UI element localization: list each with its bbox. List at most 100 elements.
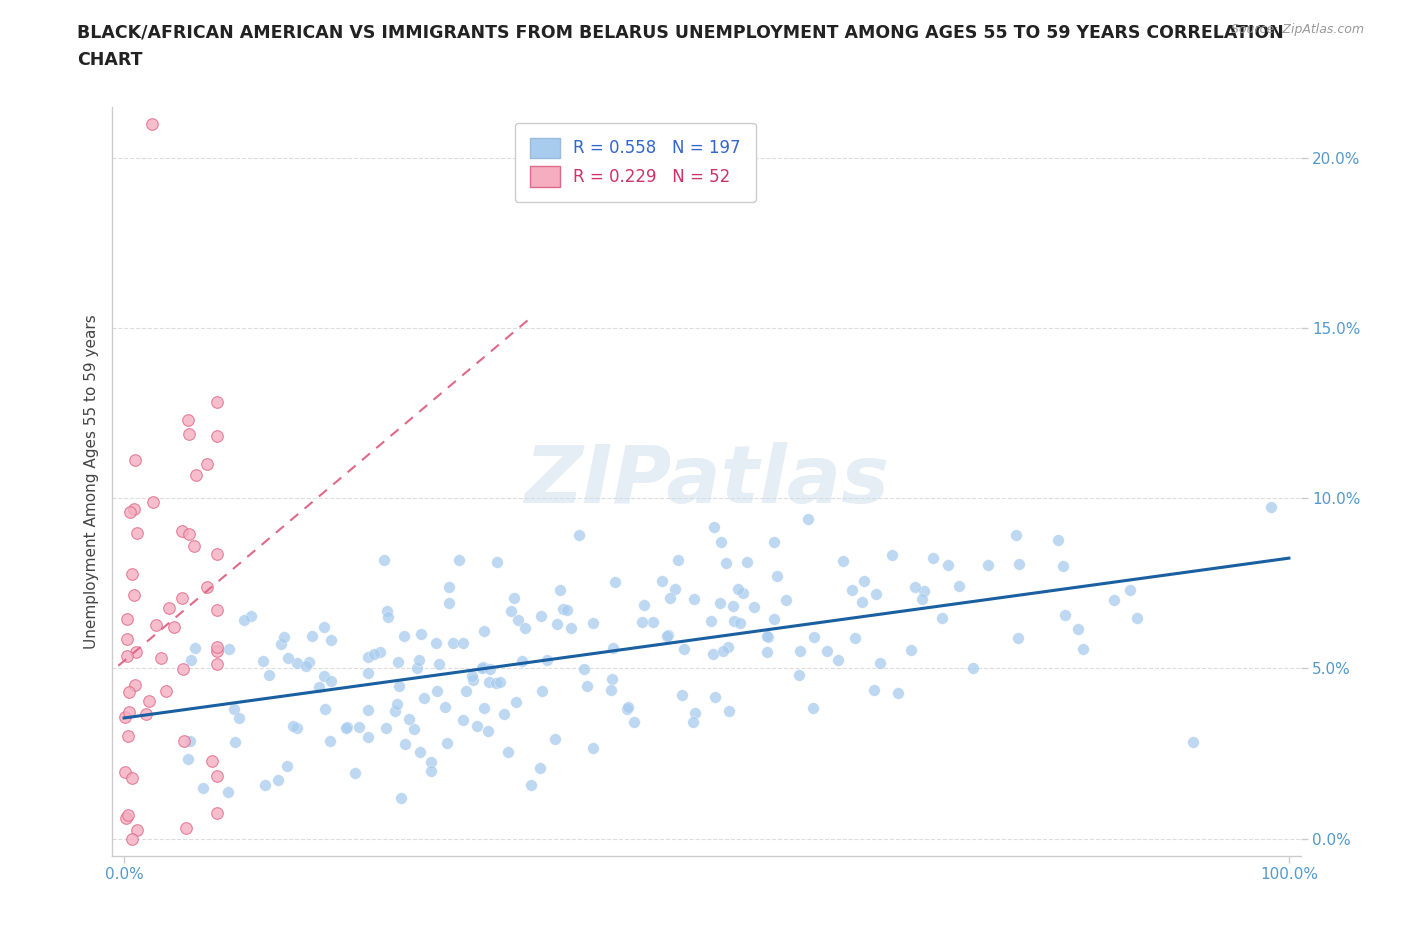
Point [285,656,308,671]
Point [755,644,778,659]
Point [357,702,380,717]
Point [672,642,695,657]
Point [207,768,229,783]
Point [803,630,825,644]
Point [285,721,308,736]
Point [789,644,811,658]
Point [177,527,200,542]
Point [121,770,143,785]
Point [451,636,474,651]
Point [659,591,682,605]
Point [207,657,229,671]
Point [117,728,139,743]
Point [536,652,558,667]
Point [392,628,415,643]
Point [801,701,824,716]
Point [335,721,357,736]
Point [409,745,432,760]
Point [702,646,724,661]
Point [977,557,1000,572]
Point [474,624,496,639]
Point [176,412,198,427]
Point [472,701,495,716]
Point [651,574,673,589]
Point [294,659,316,674]
Point [643,615,665,630]
Point [863,683,886,698]
Point [478,674,501,689]
Point [121,566,143,581]
Point [207,640,229,655]
Point [531,684,554,698]
Point [276,759,298,774]
Point [922,551,945,565]
Point [408,653,430,668]
Point [756,630,779,644]
Point [775,592,797,607]
Point [387,655,409,670]
Point [439,596,461,611]
Point [239,609,262,624]
Point [145,618,167,632]
Point [581,616,603,631]
Point [387,697,409,711]
Point [568,527,591,542]
Point [222,701,245,716]
Point [553,602,575,617]
Point [363,646,385,661]
Point [281,718,304,733]
Point [273,629,295,644]
Point [114,710,136,724]
Text: CHART: CHART [77,51,143,69]
Point [1066,622,1088,637]
Point [170,591,193,605]
Point [886,685,908,700]
Point [419,755,441,770]
Point [666,552,689,567]
Point [853,574,876,589]
Point [176,751,198,766]
Point [398,711,420,726]
Point [704,689,727,704]
Y-axis label: Unemployment Among Ages 55 to 59 years: Unemployment Among Ages 55 to 59 years [83,314,98,648]
Point [721,598,744,613]
Point [207,547,229,562]
Point [936,558,959,573]
Point [149,651,172,666]
Point [948,578,970,593]
Point [633,597,655,612]
Point [117,807,139,822]
Point [124,678,146,693]
Point [270,637,292,652]
Point [441,636,464,651]
Point [319,674,342,689]
Point [343,765,366,780]
Point [201,753,224,768]
Point [451,712,474,727]
Point [763,535,786,550]
Point [1052,559,1074,574]
Point [1260,499,1282,514]
Point [503,591,526,605]
Point [844,631,866,645]
Point [115,811,138,826]
Point [575,678,598,693]
Point [742,600,765,615]
Point [711,644,734,658]
Point [319,734,342,749]
Point [555,603,578,618]
Point [904,579,927,594]
Point [174,820,197,835]
Point [841,583,863,598]
Point [427,657,450,671]
Point [127,525,149,540]
Point [218,641,240,656]
Point [602,640,624,655]
Point [172,661,194,676]
Point [513,620,536,635]
Point [486,554,509,569]
Point [657,629,679,644]
Point [254,778,277,793]
Point [505,694,527,709]
Point [124,453,146,468]
